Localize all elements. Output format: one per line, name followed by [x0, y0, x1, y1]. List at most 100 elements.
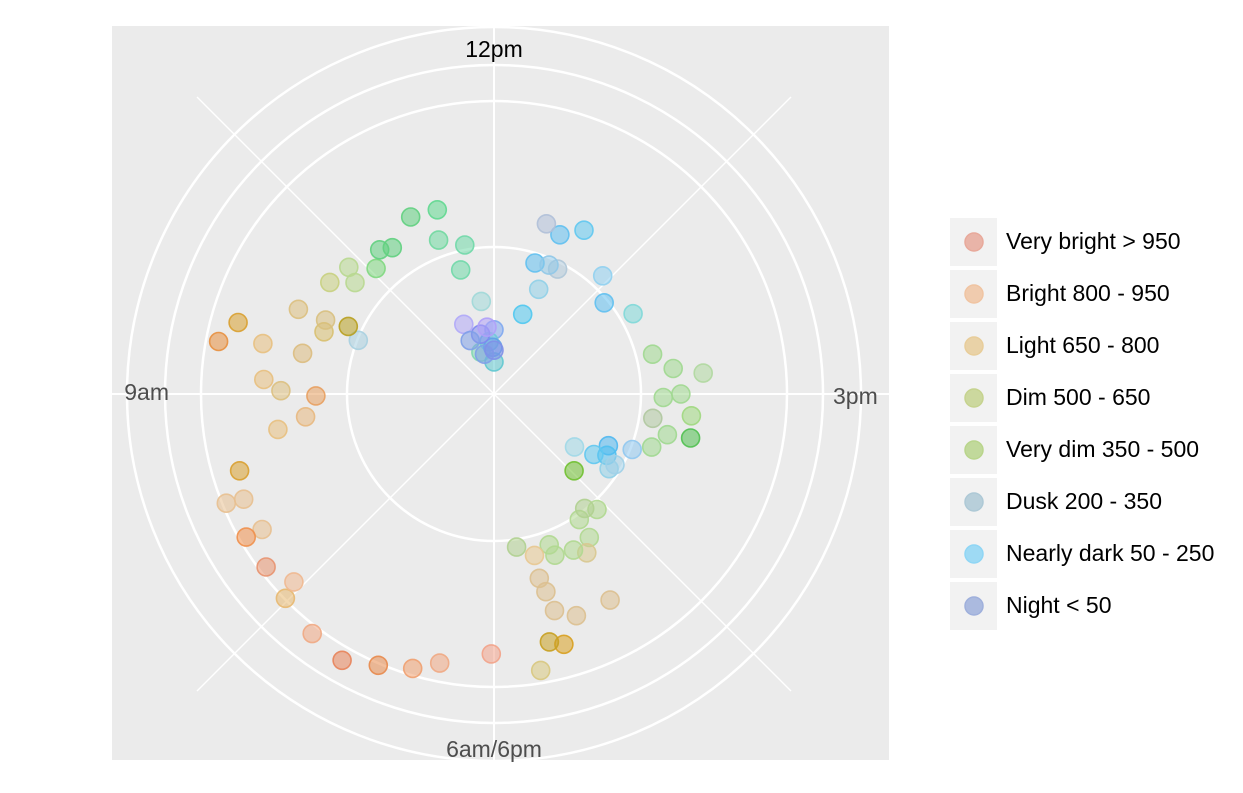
data-point	[605, 454, 625, 475]
data-point	[256, 557, 276, 577]
data-point	[544, 600, 565, 621]
legend-label: Dusk 200 - 350	[1006, 488, 1162, 514]
grid-spoke	[493, 96, 792, 395]
legend-swatch	[964, 284, 984, 304]
data-point	[564, 437, 585, 457]
data-point	[236, 527, 256, 547]
data-point	[477, 317, 497, 338]
legend-swatch	[964, 596, 984, 616]
data-point	[566, 605, 587, 626]
data-point	[653, 387, 674, 408]
data-point	[319, 272, 340, 293]
legend: Very bright > 950 Bright 800 - 950 Light 6…	[950, 218, 1214, 630]
data-point	[229, 460, 250, 481]
data-point	[506, 537, 527, 557]
data-point	[368, 655, 389, 676]
data-point	[292, 343, 313, 364]
data-point	[564, 460, 584, 481]
data-point	[429, 653, 450, 673]
data-point	[471, 291, 492, 312]
data-point	[600, 590, 620, 610]
data-point	[348, 330, 369, 351]
data-point	[623, 303, 643, 324]
data-point	[528, 279, 549, 300]
data-point	[428, 230, 449, 250]
data-point	[233, 489, 254, 510]
data-point	[332, 650, 352, 671]
data-point	[512, 304, 533, 325]
legend-label: Dim 500 - 650	[1006, 384, 1150, 410]
data-point	[663, 358, 684, 379]
data-point	[622, 439, 643, 460]
angle-tick-label: 6am/6pm	[446, 736, 542, 762]
data-point	[680, 428, 701, 448]
data-point	[338, 257, 359, 278]
data-point	[563, 540, 584, 560]
data-point	[539, 255, 559, 275]
data-point	[657, 424, 678, 445]
angle-axis-labels: 12pm 3pm 6am/6pm 9am	[124, 36, 878, 762]
legend-swatch	[964, 388, 984, 408]
data-point	[642, 408, 663, 429]
data-point	[208, 331, 229, 352]
data-point	[693, 363, 714, 383]
data-point	[288, 299, 309, 320]
legend-swatch	[964, 232, 984, 252]
data-point	[594, 292, 615, 313]
data-point	[454, 235, 475, 255]
legend-label: Night < 50	[1006, 592, 1112, 618]
data-point	[524, 545, 545, 566]
legend-swatch	[964, 440, 984, 460]
data-point	[592, 265, 613, 286]
data-point	[338, 316, 359, 337]
data-point	[427, 200, 448, 220]
data-point	[530, 660, 551, 681]
angle-tick-label: 3pm	[833, 383, 878, 409]
data-point	[584, 444, 604, 465]
data-point	[671, 384, 691, 404]
data-point	[539, 534, 560, 555]
data-point	[529, 568, 550, 589]
legend-label: Nearly dark 50 - 250	[1006, 540, 1214, 566]
data-point	[450, 260, 471, 280]
data-point	[252, 519, 272, 540]
data-point	[306, 386, 326, 406]
grid-spoke	[196, 393, 495, 692]
data-point	[484, 340, 504, 361]
data-point	[268, 419, 288, 440]
angle-tick-label: 12pm	[465, 36, 523, 62]
grid-spoke	[493, 393, 792, 692]
data-point	[271, 380, 291, 401]
data-point	[641, 437, 662, 457]
data-point	[253, 333, 273, 354]
data-point	[539, 632, 560, 652]
data-point	[402, 658, 423, 679]
data-points	[208, 200, 714, 681]
data-point	[302, 623, 323, 644]
legend-swatch	[964, 544, 984, 564]
data-point	[366, 258, 386, 279]
polar-grid	[112, 26, 889, 760]
legend-label: Very dim 350 - 500	[1006, 436, 1199, 462]
legend-label: Light 650 - 800	[1006, 332, 1159, 358]
legend-label: Very bright > 950	[1006, 228, 1181, 254]
data-point	[284, 572, 304, 592]
data-point	[275, 588, 296, 609]
data-point	[481, 644, 502, 664]
data-point	[642, 344, 663, 365]
grid-spoke	[196, 96, 495, 395]
data-point	[536, 214, 557, 234]
data-point	[574, 498, 595, 519]
data-point	[453, 314, 474, 335]
data-point	[295, 406, 316, 427]
data-point	[228, 312, 248, 333]
data-point	[681, 405, 702, 426]
data-point	[382, 237, 403, 258]
legend-swatch	[964, 492, 984, 512]
data-point	[574, 220, 594, 240]
data-point	[400, 207, 421, 227]
legend-label: Bright 800 - 950	[1006, 280, 1170, 306]
data-point	[216, 493, 237, 514]
angle-tick-label: 9am	[124, 379, 169, 405]
